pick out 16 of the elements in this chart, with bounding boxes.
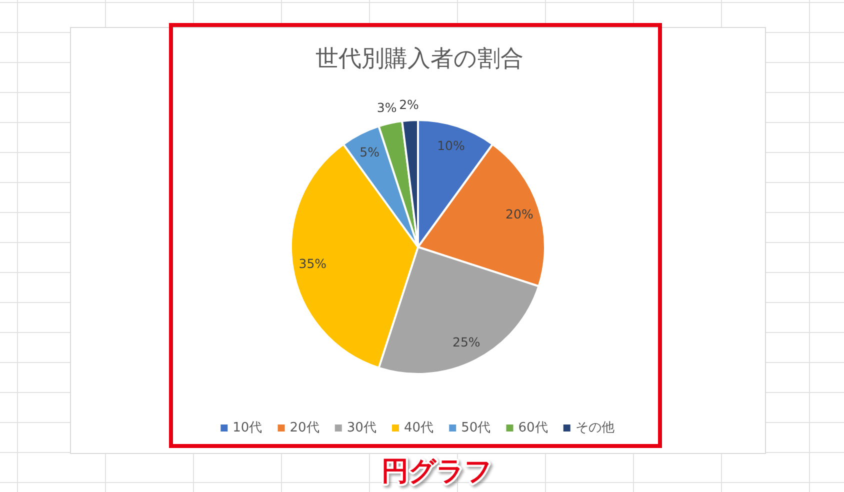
legend-label: 60代 [518,420,548,436]
chart-title: 世代別購入者の割合 [316,46,524,72]
data-label: 20% [506,206,534,222]
data-label: 3% [376,100,397,115]
legend-label: その他 [575,420,614,436]
legend-label: 30代 [346,420,376,436]
text: 円グラフ [382,456,492,487]
legend-label: 20代 [290,420,320,436]
legend-label: 40代 [404,420,434,436]
legend-label: 50代 [461,420,491,436]
data-label: 5% [360,144,380,160]
data-label: 10% [437,138,465,154]
data-label: 2% [399,96,420,112]
data-label: 35% [298,256,327,272]
legend-label: 10代 [232,420,262,436]
data-label: 25% [452,334,480,350]
